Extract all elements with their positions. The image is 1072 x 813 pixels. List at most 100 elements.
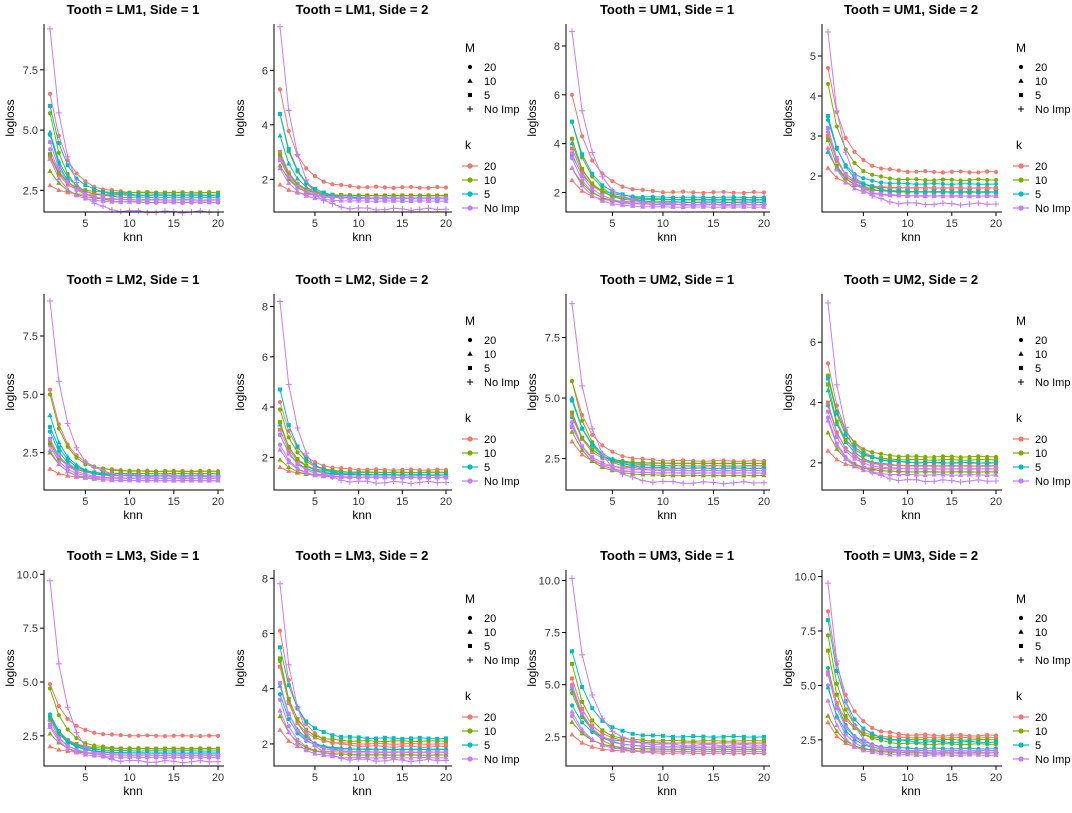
legend-m-title: M bbox=[465, 41, 475, 55]
legend-m-key bbox=[1018, 337, 1024, 343]
data-point bbox=[834, 733, 840, 739]
series-line bbox=[49, 688, 218, 750]
data-point bbox=[834, 456, 840, 462]
legend-m-key bbox=[1018, 106, 1024, 112]
data-point bbox=[671, 197, 676, 202]
data-point bbox=[154, 192, 159, 197]
data-point bbox=[92, 745, 97, 750]
data-point bbox=[834, 722, 840, 728]
data-point bbox=[286, 147, 291, 152]
data-point bbox=[170, 472, 177, 479]
data-point bbox=[932, 181, 937, 186]
data-point bbox=[762, 197, 766, 202]
data-point bbox=[91, 476, 97, 481]
data-point bbox=[869, 192, 876, 199]
data-point bbox=[579, 107, 586, 114]
panel-3: Tooth = UM1, Side = 15 10 15 202468knnloglo… bbox=[525, 2, 770, 244]
x-axis-label: knn bbox=[901, 508, 920, 522]
data-point bbox=[101, 749, 106, 754]
data-point bbox=[931, 468, 937, 474]
data-point bbox=[629, 736, 636, 743]
data-point bbox=[751, 468, 756, 473]
data-point bbox=[569, 177, 575, 183]
data-point bbox=[207, 197, 212, 202]
data-point bbox=[435, 475, 440, 480]
data-point bbox=[843, 176, 848, 181]
legend-k-label: No Imp bbox=[1035, 754, 1070, 766]
data-point bbox=[711, 738, 716, 743]
data-point bbox=[330, 748, 335, 753]
data-point bbox=[286, 717, 291, 722]
data-point bbox=[670, 204, 676, 209]
data-point bbox=[56, 445, 61, 450]
data-point bbox=[940, 186, 945, 191]
data-point bbox=[834, 158, 839, 163]
data-point bbox=[751, 470, 757, 476]
data-point bbox=[409, 475, 414, 480]
data-point bbox=[426, 742, 431, 747]
data-point bbox=[610, 739, 615, 744]
data-point bbox=[100, 477, 106, 482]
data-point bbox=[277, 707, 283, 713]
data-point bbox=[869, 741, 876, 748]
data-point bbox=[590, 181, 595, 186]
data-point bbox=[670, 478, 677, 485]
legend-k-key bbox=[467, 450, 473, 456]
data-point bbox=[834, 145, 839, 150]
data-point bbox=[364, 756, 371, 763]
data-point bbox=[590, 447, 595, 452]
data-point bbox=[751, 738, 756, 743]
data-point bbox=[905, 194, 910, 199]
y-axis-label: logloss bbox=[3, 649, 17, 686]
panel-title: Tooth = UM3, Side = 2 bbox=[844, 548, 978, 563]
data-point bbox=[277, 132, 283, 138]
x-tick-label: 10 bbox=[353, 218, 365, 230]
data-point bbox=[286, 468, 292, 473]
data-point bbox=[948, 200, 955, 207]
x-tick-label: 20 bbox=[990, 496, 1002, 508]
data-point bbox=[843, 173, 848, 178]
data-point bbox=[56, 461, 62, 466]
data-point bbox=[435, 193, 440, 198]
x-tick-label: 20 bbox=[990, 218, 1002, 230]
data-point bbox=[373, 198, 379, 204]
data-point bbox=[278, 427, 282, 432]
data-point bbox=[887, 167, 892, 172]
data-point bbox=[691, 734, 696, 739]
data-point bbox=[833, 658, 840, 665]
data-point bbox=[101, 190, 106, 195]
data-point bbox=[47, 412, 53, 418]
data-point bbox=[619, 746, 626, 752]
data-point bbox=[109, 752, 114, 757]
legend-m-key bbox=[1018, 379, 1024, 385]
data-point bbox=[762, 734, 766, 739]
data-point bbox=[721, 466, 726, 471]
data-point bbox=[599, 173, 606, 180]
legend-k-label: 20 bbox=[484, 161, 496, 173]
data-point bbox=[913, 199, 920, 206]
data-point bbox=[834, 706, 839, 711]
data-point bbox=[967, 189, 972, 194]
data-point bbox=[913, 472, 920, 477]
data-point bbox=[180, 477, 186, 483]
data-point bbox=[277, 713, 283, 719]
data-point bbox=[985, 177, 990, 183]
data-point bbox=[659, 200, 666, 207]
data-point bbox=[730, 479, 737, 486]
data-point bbox=[286, 683, 291, 688]
data-point bbox=[590, 726, 595, 731]
data-point bbox=[590, 449, 595, 454]
data-point bbox=[580, 174, 585, 179]
x-tick-label: 20 bbox=[990, 772, 1002, 784]
data-point bbox=[118, 746, 123, 751]
data-point bbox=[851, 449, 858, 456]
data-point bbox=[47, 147, 53, 152]
data-point bbox=[277, 727, 283, 732]
data-point bbox=[825, 165, 831, 170]
data-point bbox=[321, 194, 326, 199]
data-point bbox=[639, 477, 646, 484]
data-point bbox=[278, 645, 282, 650]
data-point bbox=[994, 740, 998, 745]
data-point bbox=[207, 193, 212, 198]
